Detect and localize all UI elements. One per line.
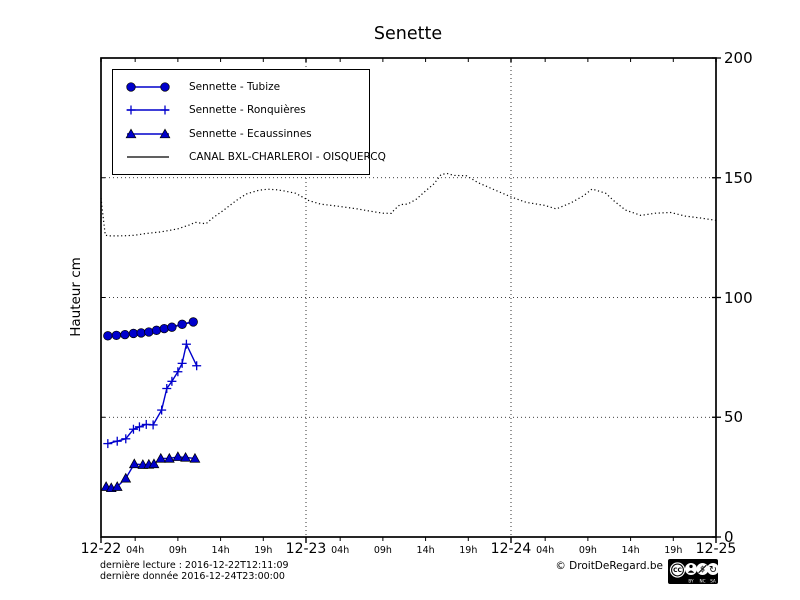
x-tick-label: 09h — [168, 545, 187, 556]
legend-entry: Sennette - Ronquières — [113, 99, 369, 123]
cc-license-badge: CC BY $ NC ↻ SA — [668, 559, 718, 584]
data-point-plus — [173, 367, 183, 377]
data-point-plus — [103, 439, 113, 449]
data-point-circle — [136, 328, 146, 338]
series-line — [100, 172, 717, 237]
data-point-plus — [177, 358, 187, 368]
data-point-triangle — [180, 451, 191, 462]
legend-label: Sennette - Ronquières — [189, 104, 306, 117]
x-tick-label: 09h — [373, 545, 392, 556]
data-point-plus — [148, 420, 158, 430]
data-point-triangle — [120, 472, 132, 483]
data-point-plus — [167, 376, 177, 386]
legend-entry: Sennette - Ecaussinnes — [113, 122, 369, 146]
legend-marker — [126, 105, 170, 115]
x-tick-label: 14h — [416, 545, 435, 556]
data-point-plus — [192, 361, 202, 371]
data-point-triangle — [163, 452, 175, 463]
x-tick-label: 19h — [664, 545, 683, 556]
data-point-circle — [188, 317, 198, 327]
data-point-plus — [121, 434, 131, 444]
x-tick-label: 04h — [331, 545, 350, 556]
data-point-triangle — [111, 481, 123, 491]
x-tick-label: 19h — [254, 545, 273, 556]
svg-text:↻: ↻ — [709, 564, 717, 575]
data-point-circle — [159, 323, 169, 334]
cc-sa-icon: ↻ SA — [707, 563, 718, 583]
legend: Sennette - Tubize Sennette - Ronquières Se… — [112, 69, 386, 175]
cc-icon: CC — [669, 562, 686, 578]
data-point-circle — [144, 327, 154, 337]
data-point-plus — [157, 405, 167, 415]
data-point-plus — [134, 422, 144, 432]
x-tick-label: 12-25 — [695, 541, 737, 557]
cc-nc-label: NC — [699, 578, 705, 583]
x-tick-label: 12-23 — [285, 541, 327, 557]
data-point-triangle — [155, 452, 167, 463]
cc-by-icon: BY — [685, 563, 697, 583]
y-tick-label: 50 — [724, 408, 744, 427]
x-tick-label: 12-22 — [80, 541, 122, 557]
last-data-text: dernière donnée 2016-12-24T23:00:00 — [100, 571, 285, 582]
svg-text:CC: CC — [673, 567, 682, 574]
y-tick-label: 200 — [724, 49, 753, 67]
legend-marker — [127, 156, 169, 158]
data-point-circle — [111, 330, 122, 340]
legend-entry: CANAL BXL-CHARLEROI - OISQUERCQ — [113, 146, 386, 170]
legend-label: CANAL BXL-CHARLEROI - OISQUERCQ — [189, 151, 386, 164]
cc-by-label: BY — [688, 578, 694, 583]
legend-marker — [126, 82, 170, 92]
chart-title: Senette — [373, 24, 443, 44]
data-point-triangle — [148, 458, 160, 469]
last-reading-text: dernière lecture : 2016-12-22T12:11:09 — [100, 560, 289, 571]
series-line — [107, 342, 198, 445]
x-tick-label: 14h — [621, 545, 640, 556]
x-tick-label: 19h — [459, 545, 478, 556]
legend-entry: Sennette - Tubize — [113, 75, 369, 99]
copyright-text: © DroitDeRegard.be — [555, 560, 663, 572]
x-tick-label: 04h — [536, 545, 555, 556]
data-point-circle — [151, 325, 162, 335]
x-tick-label: 12-24 — [490, 541, 532, 557]
cc-sa-label: SA — [710, 578, 716, 583]
data-point-plus — [181, 339, 191, 349]
y-tick-label: 150 — [724, 168, 753, 187]
data-point-triangle — [128, 458, 140, 469]
data-point-plus — [112, 436, 122, 446]
data-point-circle — [177, 319, 187, 329]
data-point-triangle — [189, 452, 201, 463]
cc-nc-icon: $ NC — [696, 563, 709, 583]
x-tick-label: 04h — [126, 545, 145, 556]
x-tick-label: 14h — [211, 545, 230, 556]
data-point-circle — [120, 329, 130, 340]
data-point-plus — [162, 384, 172, 394]
legend-label: Sennette - Ecaussinnes — [189, 127, 312, 140]
legend-marker — [125, 128, 171, 138]
y-tick-label: 100 — [724, 288, 753, 307]
data-point-triangle — [172, 451, 184, 461]
legend-label: Sennette - Tubize — [189, 80, 281, 93]
data-point-plus — [128, 424, 138, 434]
data-point-circle — [128, 328, 139, 339]
y-tick-label: 0 — [724, 528, 734, 546]
x-tick-label: 09h — [578, 545, 597, 556]
data-point-circle — [103, 331, 113, 341]
data-point-circle — [167, 322, 177, 332]
